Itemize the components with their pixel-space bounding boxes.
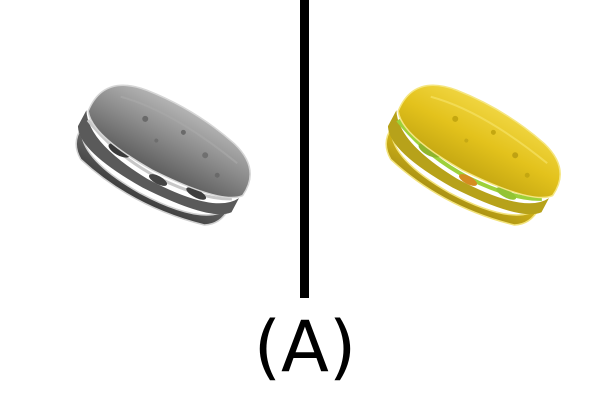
center-divider bbox=[300, 0, 309, 298]
yellow-sandwich-image bbox=[310, 0, 610, 300]
panel-caption: (A) bbox=[253, 306, 357, 388]
grayscale-sandwich-graphic bbox=[75, 84, 251, 226]
grayscale-sandwich-image bbox=[0, 0, 300, 300]
yellow-sandwich-graphic bbox=[385, 84, 561, 226]
